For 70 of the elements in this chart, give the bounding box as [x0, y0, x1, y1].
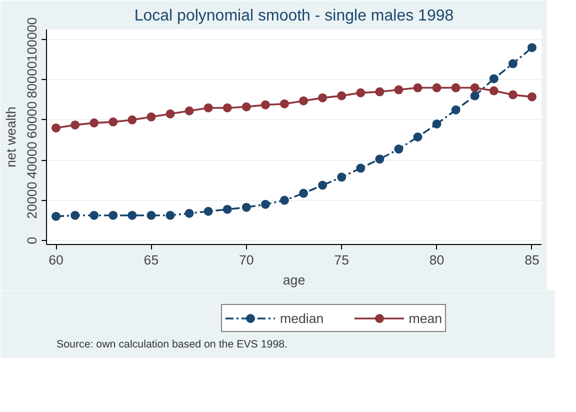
- point: [432, 83, 442, 92]
- point: [470, 83, 480, 92]
- y-tick-label: 20000: [24, 182, 40, 219]
- point: [318, 180, 328, 190]
- x-axis-title: age: [282, 272, 306, 288]
- point: [451, 105, 460, 114]
- point: [470, 91, 480, 100]
- x-tick-label: 80: [429, 252, 444, 268]
- point: [318, 93, 328, 102]
- point: [222, 204, 232, 214]
- point: [356, 164, 366, 173]
- point: [90, 210, 99, 220]
- y-tick-label: 80000: [24, 61, 40, 98]
- point: [394, 85, 404, 94]
- y-tick-label: 100000: [24, 17, 40, 62]
- point: [527, 92, 536, 102]
- x-tick-label: 60: [48, 252, 64, 268]
- point: [260, 200, 270, 209]
- point: [527, 43, 536, 52]
- point: [184, 208, 194, 218]
- point: [356, 88, 366, 98]
- point: [146, 112, 156, 122]
- point: [242, 102, 251, 112]
- point: [166, 109, 175, 118]
- point: [184, 106, 194, 116]
- point: [70, 210, 80, 220]
- point: [52, 212, 61, 221]
- point: [432, 119, 442, 128]
- point: [337, 91, 346, 100]
- point: [70, 120, 80, 130]
- y-tick-label: 0: [24, 236, 40, 244]
- legend-label: median: [280, 310, 324, 326]
- point: [280, 196, 289, 205]
- point: [413, 132, 422, 142]
- point: [375, 87, 384, 96]
- point: [204, 206, 213, 216]
- point: [108, 117, 118, 126]
- point: [413, 83, 422, 92]
- y-tick-label: 40000: [24, 142, 40, 179]
- point: [108, 210, 118, 220]
- point: [299, 188, 308, 198]
- point: [394, 144, 404, 154]
- point: [204, 103, 213, 112]
- legend-label: mean: [408, 310, 442, 326]
- point: [52, 123, 61, 132]
- x-tick-label: 75: [334, 252, 350, 268]
- point: [299, 96, 308, 106]
- point: [508, 59, 518, 68]
- point: [90, 118, 99, 128]
- x-tick-label: 85: [524, 252, 540, 268]
- point: [260, 100, 270, 110]
- chart-title: Local polynomial smooth - single males 1998: [134, 8, 454, 24]
- source-note: Source: own calculation based on the EVS 1998.: [56, 338, 288, 350]
- point: [375, 154, 384, 164]
- point: [451, 83, 460, 92]
- point: [128, 115, 137, 124]
- x-tick-label: 65: [144, 252, 159, 268]
- point: [166, 210, 175, 220]
- x-tick-label: 70: [238, 252, 254, 268]
- point: [242, 202, 251, 212]
- point: [508, 90, 518, 100]
- point: [222, 103, 232, 112]
- y-tick-label: 60000: [24, 101, 40, 138]
- point: [489, 86, 498, 96]
- point: [337, 172, 346, 182]
- point: [146, 210, 156, 220]
- point: [128, 210, 137, 220]
- point: [280, 99, 289, 108]
- y-axis-title: net wealth: [4, 106, 18, 168]
- point: [489, 74, 498, 84]
